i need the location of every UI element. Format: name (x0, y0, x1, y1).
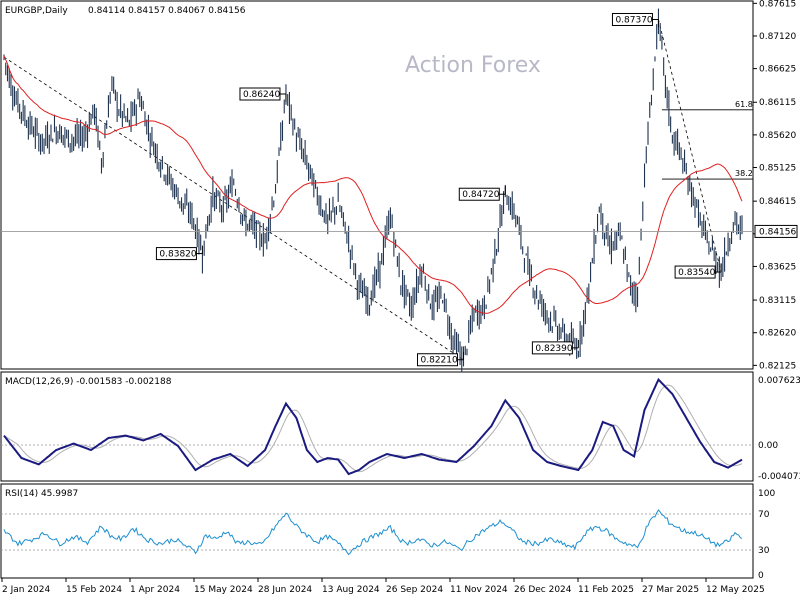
price-tick-label: 0.82620 (759, 329, 796, 339)
date-tick-label: 11 Feb 2025 (578, 585, 634, 595)
watermark: Action Forex (405, 53, 541, 78)
moving-average-line (3, 55, 743, 314)
price-tick-label: 0.86115 (759, 98, 796, 108)
price-label-box (531, 341, 573, 355)
price-tick-label: 0.83115 (759, 296, 796, 306)
trend-line-down (3, 56, 464, 361)
date-tick-label: 11 Nov 2024 (450, 585, 508, 595)
price-label-box (674, 265, 716, 279)
price-label-box (239, 87, 281, 101)
price-label-text: 0.82210 (421, 356, 458, 366)
fibonacci-levels: 61.8 38.2 (661, 100, 753, 180)
date-tick-label: 15 May 2024 (194, 585, 253, 595)
ohlc-label: 0.84114 0.84157 0.84067 0.84156 (88, 6, 246, 16)
date-tick-label: 1 Apr 2024 (130, 585, 180, 595)
price-tick-label: 0.82125 (759, 361, 796, 371)
macd-line (3, 377, 743, 476)
price-tick-label: 0.83625 (759, 262, 796, 272)
price-candles (3, 8, 743, 373)
date-axis: 2 Jan 2024 15 Feb 2024 1 Apr 2024 15 May 20… (1, 578, 765, 595)
price-tick-label: 0.85125 (759, 164, 796, 174)
rsi-panel (0, 483, 754, 579)
price-tick-label: 0.85620 (759, 131, 796, 141)
macd-tick-top: 0.007623 (758, 376, 800, 386)
date-tick-label: 12 May 2025 (706, 585, 765, 595)
price-label-text: 0.82390 (535, 344, 572, 354)
price-label-box (611, 12, 653, 26)
price-tick-label: 0.87615 (759, 0, 796, 9)
price-label-box (155, 247, 197, 261)
price-label-text: 0.83540 (678, 268, 715, 278)
rsi-label: RSI(14) 45.9987 (5, 489, 78, 499)
date-tick-label: 15 Feb 2024 (66, 585, 122, 595)
date-tick-label: 26 Sep 2024 (386, 585, 443, 595)
price-label-text: 0.84720 (462, 190, 499, 200)
macd-tick-zero: 0.00 (758, 441, 778, 451)
trend-lines (3, 19, 722, 361)
rsi-tick-100: 100 (758, 489, 775, 499)
price-label-text: 0.87370 (615, 15, 652, 25)
fib-label: 38.2 (735, 169, 753, 178)
date-tick-label: 26 Dec 2024 (514, 585, 572, 595)
price-axis: 0.87615 0.87120 0.86625 0.86115 0.85620 0.851… (753, 0, 796, 371)
price-label-text: 0.83820 (159, 250, 196, 260)
price-label-box (458, 187, 500, 201)
date-tick-label: 28 Jun 2024 (258, 585, 312, 595)
date-tick-label: 27 Mar 2025 (642, 585, 699, 595)
date-tick-label: 13 Aug 2024 (322, 585, 380, 595)
last-price-value: 0.84156 (759, 227, 796, 237)
symbol-label: EURGBP,Daily (5, 6, 68, 16)
price-label-text: 0.86240 (243, 90, 280, 100)
rsi-line (3, 509, 743, 556)
macd-tick-bottom: -0.004073 (758, 472, 800, 482)
date-tick-label: 2 Jan 2024 (2, 585, 50, 595)
price-labels: 0.87370 0.86240 0.84720 0.83820 0.83540 0.823… (155, 12, 722, 367)
rsi-tick-0: 0 (758, 571, 764, 581)
trend-line-correction (658, 19, 722, 273)
price-label-box (417, 353, 459, 367)
macd-label: MACD(12,26,9) -0.001583 -0.002188 (5, 377, 172, 387)
price-tick-label: 0.87120 (759, 32, 796, 42)
price-tick-label: 0.84615 (759, 197, 796, 207)
price-panel (0, 0, 754, 370)
price-tick-label: 0.86625 (759, 65, 796, 75)
last-price-tag: 0.84156 (754, 224, 798, 238)
rsi-tick-70: 70 (758, 510, 770, 520)
fib-label: 61.8 (735, 100, 753, 109)
rsi-tick-30: 30 (758, 546, 770, 556)
